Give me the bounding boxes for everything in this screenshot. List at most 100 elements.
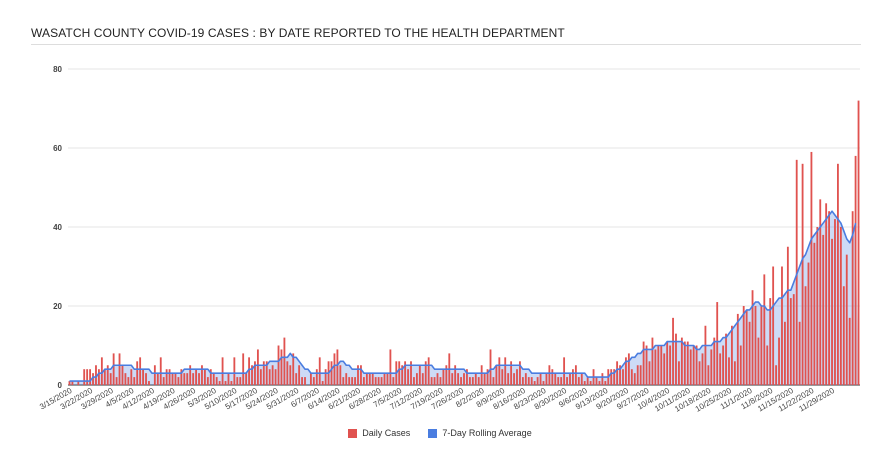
daily-cases-bar [236, 377, 239, 385]
daily-cases-bar [139, 357, 142, 385]
daily-cases-bar [851, 211, 854, 385]
daily-cases-bar [309, 373, 312, 385]
daily-cases-bar [251, 365, 253, 385]
y-tick-label-0: 0 [58, 381, 63, 390]
daily-cases-bar [230, 381, 233, 385]
daily-cases-bar [86, 369, 89, 385]
daily-cases-bar [695, 345, 698, 385]
daily-cases-bar [675, 333, 677, 385]
daily-cases-bar [657, 345, 660, 385]
daily-cases-bar [380, 377, 383, 385]
daily-cases-bar [739, 345, 742, 385]
daily-case-bars [68, 100, 860, 385]
daily-cases-bar [112, 353, 115, 385]
y-axis-labels: 0 20 40 60 80 [53, 65, 62, 390]
daily-cases-bar [83, 369, 86, 385]
daily-cases-bar [619, 365, 621, 385]
daily-cases-bar [130, 369, 133, 385]
daily-cases-bar [301, 377, 303, 385]
daily-cases-bar [495, 365, 498, 385]
daily-cases-bar [577, 377, 580, 385]
daily-cases-bar [174, 373, 177, 385]
daily-cases-bar [242, 353, 245, 385]
daily-cases-bar [227, 373, 230, 385]
daily-cases-bar [413, 377, 415, 385]
daily-cases-bar [457, 373, 460, 385]
rolling-average-line [69, 210, 857, 382]
daily-cases-bar [660, 345, 663, 385]
legend-item-daily-cases[interactable]: Daily Cases [348, 428, 410, 438]
daily-cases-bar [622, 369, 624, 385]
daily-cases-bar [519, 361, 521, 385]
daily-cases-bar [254, 361, 256, 385]
daily-cases-bar [95, 365, 97, 385]
daily-cases-bar [489, 349, 492, 385]
daily-cases-bar [598, 381, 601, 385]
daily-cases-bar [728, 357, 730, 385]
daily-cases-bar [336, 349, 339, 385]
daily-cases-bar [292, 353, 295, 385]
daily-cases-bar [186, 373, 189, 385]
daily-cases-bar [348, 377, 351, 385]
daily-cases-bar [115, 377, 118, 385]
daily-cases-bar [451, 373, 454, 385]
daily-cases-bar [722, 345, 725, 385]
daily-cases-bar [321, 381, 324, 385]
daily-cases-bar [371, 373, 374, 385]
daily-cases-bar [312, 377, 315, 385]
daily-cases-bar [633, 373, 636, 385]
daily-cases-bar [212, 373, 215, 385]
daily-cases-bar [775, 365, 778, 385]
daily-cases-bar [666, 341, 669, 385]
daily-cases-bar [71, 381, 74, 385]
daily-cases-bar [168, 369, 171, 385]
legend-label-rolling-average: 7-Day Rolling Average [442, 428, 532, 438]
daily-cases-bar [189, 365, 192, 385]
daily-cases-bar [333, 353, 336, 385]
daily-cases-bar [463, 373, 465, 385]
daily-cases-bar [848, 317, 851, 385]
daily-cases-bar [527, 377, 530, 385]
daily-cases-bar [280, 349, 283, 385]
daily-cases-bar [398, 361, 401, 385]
daily-cases-bar [424, 361, 427, 385]
daily-cases-bar [354, 377, 356, 385]
daily-cases-bar [707, 365, 710, 385]
daily-cases-bar [221, 357, 224, 385]
daily-cases-bar [195, 369, 197, 385]
daily-cases-bar [436, 373, 439, 385]
daily-cases-bar [215, 377, 218, 385]
daily-cases-bar [109, 373, 112, 385]
daily-cases-bar [828, 211, 830, 385]
daily-cases-bar [233, 357, 236, 385]
daily-cases-bar [627, 353, 630, 385]
legend-item-rolling-average[interactable]: 7-Day Rolling Average [428, 428, 532, 438]
daily-cases-bar [480, 365, 483, 385]
daily-cases-bar [368, 373, 371, 385]
daily-cases-bar [736, 313, 739, 385]
daily-cases-bar [477, 377, 480, 385]
daily-cases-bar [683, 341, 686, 385]
daily-cases-bar [392, 377, 395, 385]
chart-plot: 0 20 40 60 80 3/15/20203/22/20203/29/20204/5… [38, 65, 860, 414]
daily-cases-bar [651, 337, 654, 385]
daily-cases-bar [530, 377, 533, 385]
daily-cases-bar [203, 369, 206, 385]
daily-cases-bar [837, 163, 839, 385]
daily-cases-bar [259, 369, 262, 385]
daily-cases-bar [345, 373, 348, 385]
daily-cases-bar [642, 341, 645, 385]
daily-cases-bar [510, 361, 513, 385]
daily-cases-bar [268, 369, 271, 385]
daily-cases-bar [745, 309, 748, 385]
daily-cases-bar [421, 373, 424, 385]
daily-cases-bar [792, 294, 795, 385]
daily-cases-bar [733, 361, 736, 385]
daily-cases-bar [813, 242, 816, 385]
daily-cases-bar [77, 381, 80, 385]
daily-cases-bar [580, 373, 583, 385]
y-tick-label-20: 20 [53, 302, 62, 311]
daily-cases-bar [239, 377, 242, 385]
daily-cases-bar [201, 365, 203, 385]
daily-cases-bar [142, 369, 144, 385]
